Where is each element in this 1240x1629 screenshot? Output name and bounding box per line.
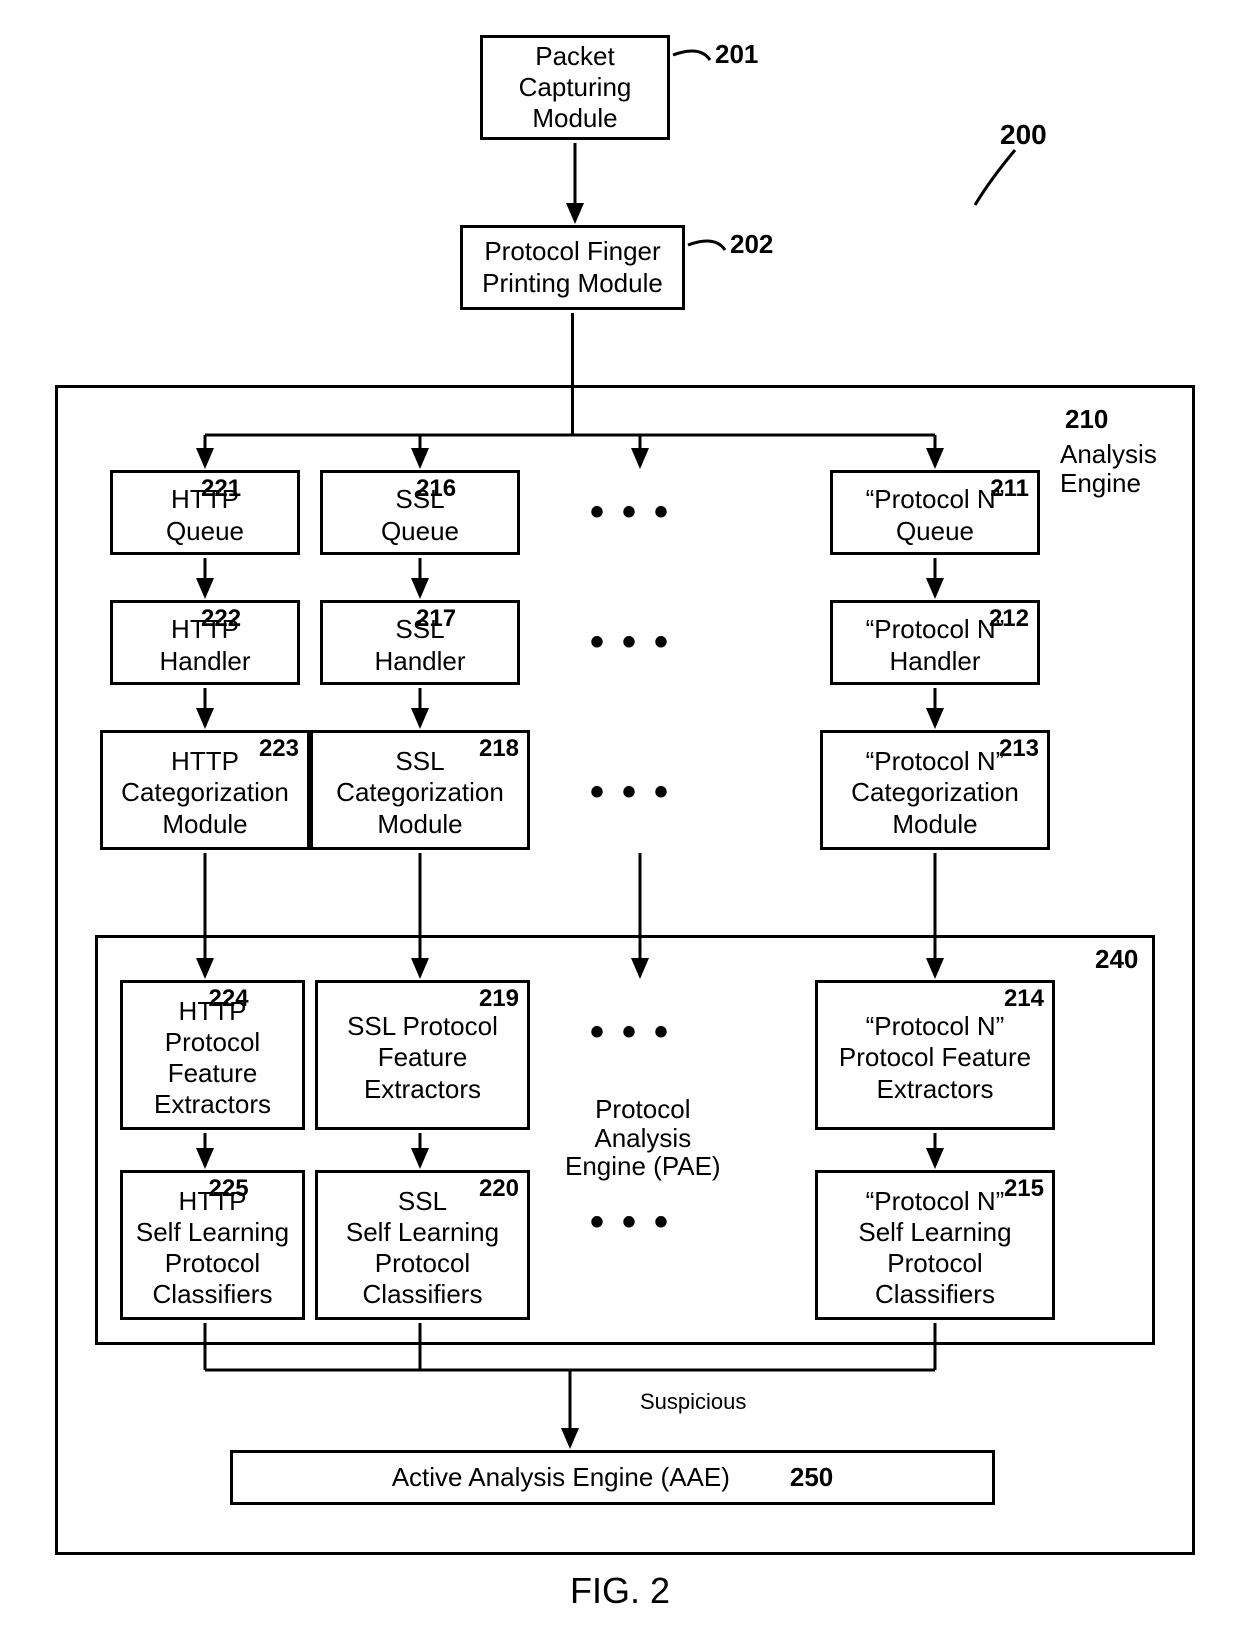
suspicious-label: Suspicious xyxy=(640,1390,746,1414)
protn-handler-num: 212 xyxy=(989,605,1029,634)
analysis-engine-num: 210 xyxy=(1065,405,1108,434)
aae-num: 250 xyxy=(790,1462,833,1493)
aae-box: Active Analysis Engine (AAE) 250 xyxy=(230,1450,995,1505)
ssl-cls-text: SSLSelf LearningProtocolClassifiers xyxy=(346,1186,499,1311)
protn-feat-num: 214 xyxy=(1004,985,1044,1014)
aae-text: Active Analysis Engine (AAE) xyxy=(392,1462,730,1493)
ssl-feat-box: 219SSL ProtocolFeatureExtractors xyxy=(315,980,530,1130)
ssl-cat-box: 218SSLCategorizationModule xyxy=(310,730,530,850)
protn-handler-text: “Protocol N”Handler xyxy=(866,614,1005,676)
protn-queue-box: 211“Protocol N”Queue xyxy=(830,470,1040,555)
http-handler-box: 222HTTPHandler xyxy=(110,600,300,685)
protocol-finger-text: Protocol FingerPrinting Module xyxy=(482,236,663,298)
ellipsis-dots: ••• xyxy=(590,1200,686,1245)
ssl-cat-num: 218 xyxy=(479,735,519,764)
packet-capture-num: 201 xyxy=(715,40,758,69)
protn-cat-num: 213 xyxy=(999,735,1039,764)
protn-queue-num: 211 xyxy=(990,475,1029,504)
ssl-cls-num: 220 xyxy=(479,1175,519,1204)
packet-capture-text: PacketCapturingModule xyxy=(519,41,632,135)
protn-cls-num: 215 xyxy=(1004,1175,1044,1204)
ellipsis-dots: ••• xyxy=(590,770,686,815)
pae-label: ProtocolAnalysisEngine (PAE) xyxy=(565,1095,721,1181)
figure-label: FIG. 2 xyxy=(0,1570,1240,1612)
pae-num: 240 xyxy=(1095,945,1138,974)
protn-handler-box: 212“Protocol N”Handler xyxy=(830,600,1040,685)
protn-cls-box: 215“Protocol N”Self LearningProtocolClas… xyxy=(815,1170,1055,1320)
http-feat-text: HTTPProtocolFeatureExtractors xyxy=(154,996,271,1121)
ssl-handler-num: 217 xyxy=(416,605,456,634)
http-cls-num: 225 xyxy=(208,1175,248,1204)
protocol-finger-box: Protocol FingerPrinting Module xyxy=(460,225,685,310)
http-queue-num: 221 xyxy=(201,475,241,504)
protn-cls-text: “Protocol N”Self LearningProtocolClassif… xyxy=(858,1186,1011,1311)
protn-queue-text: “Protocol N”Queue xyxy=(866,484,1005,546)
http-feat-num: 224 xyxy=(208,985,248,1014)
protn-feat-box: 214“Protocol N”Protocol FeatureExtractor… xyxy=(815,980,1055,1130)
http-handler-num: 222 xyxy=(201,605,241,634)
ellipsis-dots: ••• xyxy=(590,620,686,665)
http-feat-box: 224HTTPProtocolFeatureExtractors xyxy=(120,980,305,1130)
protocol-finger-num: 202 xyxy=(730,230,773,259)
http-queue-box: 221HTTPQueue xyxy=(110,470,300,555)
packet-capture-box: PacketCapturingModule xyxy=(480,35,670,140)
analysis-engine-label: AnalysisEngine xyxy=(1060,440,1157,497)
ssl-handler-box: 217SSLHandler xyxy=(320,600,520,685)
http-cls-text: HTTPSelf LearningProtocolClassifiers xyxy=(136,1186,289,1311)
http-cat-num: 223 xyxy=(259,735,299,764)
ssl-feat-text: SSL ProtocolFeatureExtractors xyxy=(347,1011,498,1105)
ssl-queue-box: 216SSLQueue xyxy=(320,470,520,555)
ssl-queue-num: 216 xyxy=(416,475,456,504)
protn-feat-text: “Protocol N”Protocol FeatureExtractors xyxy=(839,1011,1031,1105)
ssl-feat-num: 219 xyxy=(479,985,519,1014)
http-cat-box: 223HTTPCategorizationModule xyxy=(100,730,310,850)
http-cls-box: 225HTTPSelf LearningProtocolClassifiers xyxy=(120,1170,305,1320)
diagram-ref: 200 xyxy=(1000,120,1047,151)
ellipsis-dots: ••• xyxy=(590,1010,686,1055)
protn-cat-box: 213“Protocol N”CategorizationModule xyxy=(820,730,1050,850)
ellipsis-dots: ••• xyxy=(590,490,686,535)
protn-cat-text: “Protocol N”CategorizationModule xyxy=(851,746,1019,840)
ssl-cls-box: 220SSLSelf LearningProtocolClassifiers xyxy=(315,1170,530,1320)
